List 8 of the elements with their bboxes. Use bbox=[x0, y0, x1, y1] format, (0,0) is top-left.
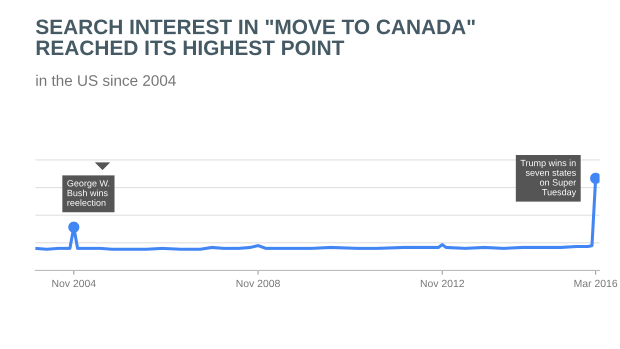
annotation: George W. Bush wins reelection bbox=[67, 180, 110, 206]
annotation: Trump wins in seven states on Super Tuesday bbox=[520, 160, 576, 198]
x-tick-label: Mar 2016 bbox=[574, 280, 618, 288]
x-tick-label: Nov 2008 bbox=[236, 280, 280, 288]
x-tick-label: Nov 2012 bbox=[420, 280, 464, 288]
chart-subtitle: in the US since 2004 bbox=[36, 74, 176, 86]
chart-title: SEARCH INTEREST IN "MOVE TO CANADA" REACHED ITS HIGHEST POINT bbox=[36, 20, 475, 56]
x-tick-label: Nov 2004 bbox=[52, 280, 96, 288]
